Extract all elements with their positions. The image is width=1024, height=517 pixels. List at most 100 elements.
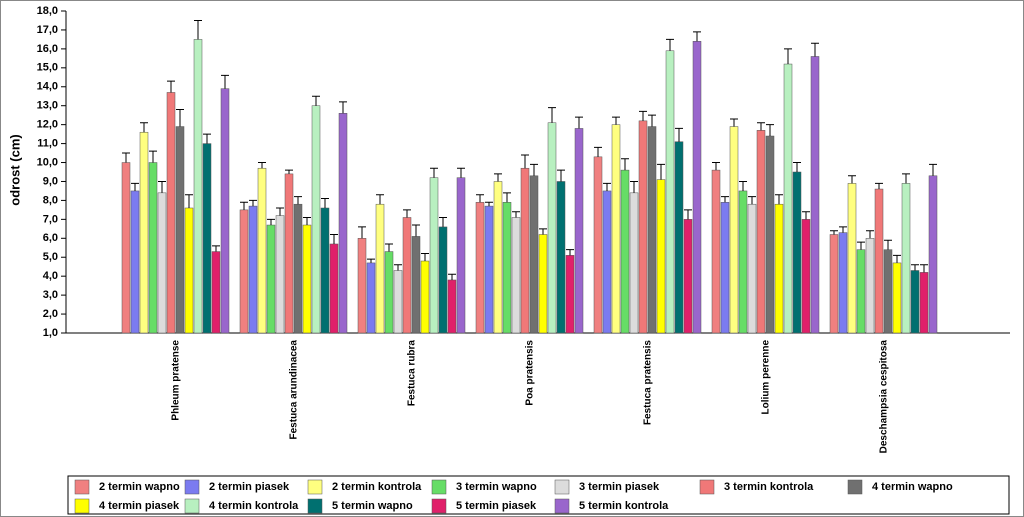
bar xyxy=(411,236,421,334)
error-bar xyxy=(358,226,366,239)
error-bar xyxy=(739,180,747,191)
x-tick-label: Festuca arundinacea xyxy=(289,340,300,440)
bar xyxy=(901,183,911,334)
error-bar xyxy=(866,230,874,239)
error-bar xyxy=(675,127,683,142)
y-tick-label: 17,0 xyxy=(37,24,58,36)
bar xyxy=(665,50,675,334)
error-bar xyxy=(330,234,338,244)
y-tick-label: 15,0 xyxy=(37,62,58,74)
bar xyxy=(393,270,403,334)
error-bar xyxy=(485,201,493,207)
error-bar xyxy=(339,101,347,114)
bar xyxy=(720,202,730,334)
error-bar xyxy=(276,207,284,216)
y-tick-label: 8,0 xyxy=(43,194,58,206)
bar xyxy=(529,175,539,334)
error-bar xyxy=(566,249,574,256)
bar xyxy=(801,219,811,334)
bar xyxy=(302,224,312,334)
bar xyxy=(320,207,330,334)
legend-label: 5 termin kontrola xyxy=(579,500,669,512)
bar xyxy=(130,190,140,334)
error-bar xyxy=(312,95,320,106)
legend-label: 3 termin kontrola xyxy=(724,481,814,493)
bar xyxy=(139,131,149,334)
error-bar xyxy=(748,196,756,205)
bar xyxy=(593,156,603,334)
error-bar xyxy=(775,194,783,205)
error-bar xyxy=(122,152,130,163)
legend-label: 4 termin kontrola xyxy=(209,500,299,512)
x-tick-label: Poa pratensis xyxy=(525,340,536,406)
error-bar xyxy=(430,167,438,178)
legend-swatch xyxy=(74,498,90,514)
legend-label: 2 termin kontrola xyxy=(332,481,422,493)
error-bar xyxy=(503,192,511,203)
bar xyxy=(883,249,893,334)
bar xyxy=(148,162,158,334)
bar xyxy=(928,175,938,334)
legend-box xyxy=(67,475,1010,515)
bar xyxy=(293,203,303,334)
error-bar xyxy=(757,122,765,131)
bar xyxy=(166,92,176,334)
error-bar xyxy=(811,42,819,57)
bar xyxy=(738,190,748,334)
error-bar xyxy=(249,199,257,207)
error-bar xyxy=(920,264,928,273)
legend-swatch xyxy=(184,479,200,495)
error-bar xyxy=(457,167,465,178)
error-bar xyxy=(594,146,602,157)
bar xyxy=(683,219,693,334)
bar xyxy=(611,124,621,334)
error-bar xyxy=(203,133,211,144)
bar xyxy=(275,215,285,334)
error-bar xyxy=(476,194,484,203)
bar xyxy=(810,56,820,334)
bar xyxy=(420,260,430,334)
bar xyxy=(484,205,494,334)
bar xyxy=(220,88,230,334)
legend-swatch xyxy=(74,479,90,495)
y-tick-label: 10,0 xyxy=(37,156,58,168)
x-tick-label: Lolium perenne xyxy=(761,340,772,415)
y-tick-label: 14,0 xyxy=(37,81,58,93)
y-tick-label: 16,0 xyxy=(37,43,58,55)
bar xyxy=(248,205,258,334)
legend-swatch xyxy=(307,479,323,495)
bar xyxy=(556,181,566,334)
error-bar xyxy=(376,194,384,205)
legend-swatch xyxy=(184,498,200,514)
bar xyxy=(520,167,530,334)
y-tick-label: 4,0 xyxy=(43,270,58,282)
bar xyxy=(729,126,739,334)
bar xyxy=(384,251,394,334)
error-bar xyxy=(639,110,647,121)
bar xyxy=(692,41,702,334)
error-bar xyxy=(267,218,275,226)
legend-swatch xyxy=(431,498,447,514)
error-bar xyxy=(212,245,220,252)
legend-label: 3 termin piasek xyxy=(579,481,660,493)
bar xyxy=(647,126,657,334)
legend-label: 4 termin wapno xyxy=(872,481,953,493)
bar xyxy=(829,234,839,334)
legend-label: 4 termin piasek xyxy=(99,500,180,512)
bar xyxy=(438,226,448,334)
error-bar xyxy=(557,169,565,182)
error-bar xyxy=(784,48,792,65)
legend-swatch xyxy=(699,479,715,495)
error-bar xyxy=(712,162,720,171)
y-tick-label: 1,0 xyxy=(43,327,58,339)
bar xyxy=(565,255,575,334)
error-bar xyxy=(902,173,910,184)
bar xyxy=(574,128,584,334)
error-bar xyxy=(367,258,375,263)
error-bar xyxy=(131,182,139,191)
bar xyxy=(792,171,802,334)
error-bar xyxy=(693,31,701,42)
error-bar xyxy=(185,194,193,208)
error-bar xyxy=(385,243,393,252)
y-tick-label: 9,0 xyxy=(43,175,58,187)
